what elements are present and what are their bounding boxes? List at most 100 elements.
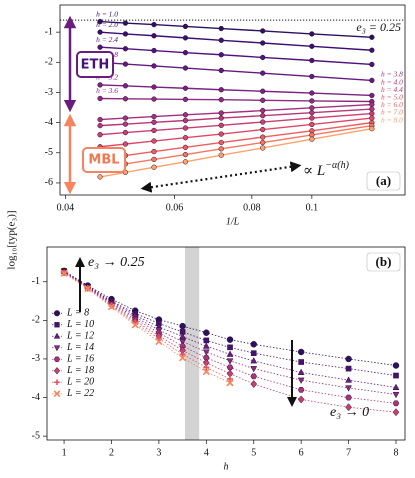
data-point [309,110,315,116]
panel-label-box [366,252,401,272]
x-tick-label: 1 [62,447,67,458]
series-label: h = 6.0 [381,100,403,109]
data-point [345,355,352,363]
x-axis-label: 1/L [226,216,240,227]
y-tick-label: -2 [32,315,40,326]
legend-label: L = 22 [66,388,94,399]
y-tick-label: -2 [45,57,53,68]
data-point [260,70,266,76]
series-line [100,31,372,51]
data-point [260,113,266,119]
data-point [227,344,233,351]
data-point [182,23,189,30]
data-point [218,25,224,32]
series-line [99,124,372,169]
data-point [179,351,186,358]
series-line [63,271,397,395]
data-point [260,88,266,94]
x-tick-label: 6 [299,447,304,458]
data-point [151,119,157,125]
series-line [63,272,397,413]
x-tick-label: 0.1 [306,202,319,213]
data-point [179,322,186,330]
x-tick-label: 0.06 [166,202,184,213]
data-point [260,126,266,133]
data-point [151,148,157,155]
series-line [63,272,231,380]
y-tick-label: -3 [32,353,40,364]
x-axis-label: h [224,461,229,472]
data-point [369,101,375,108]
series-line [63,270,397,388]
legend: L = 8L = 10L = 12L = 14L = 16L = 18L = 2… [52,308,94,399]
data-point [392,391,400,399]
data-point [122,46,129,52]
data-point [202,368,210,376]
data-point [97,44,103,50]
series-label: h = 3.6 [96,86,118,95]
data-point [182,144,189,150]
power-law-base: ∝ L [303,163,325,179]
data-point [297,368,305,375]
y-tick-label: -5 [45,147,53,158]
data-point [369,106,375,112]
legend-marker [53,332,61,339]
data-point [218,52,224,58]
data-point [179,332,187,340]
series-line [63,270,397,366]
plot-background [47,247,405,440]
y-tick-label: -4 [45,117,53,128]
series-label: h = 4.0 [381,77,403,86]
data-point [309,90,315,96]
data-point [260,119,266,125]
panel-label-box [366,171,401,191]
data-point [203,354,210,361]
series-line [63,270,397,376]
data-point [122,83,129,89]
legend-marker [53,366,61,375]
data-point [122,141,129,147]
data-point [182,151,189,158]
x-tick-label: 3 [156,447,161,458]
data-point [369,47,375,53]
series-line [100,97,372,103]
data-point [218,87,224,93]
series-line [100,20,372,38]
legend-label: L = 10 [66,319,94,330]
series-line [99,127,372,178]
data-point [97,82,103,88]
series-line [100,108,372,127]
data-point [182,135,189,141]
data-point [97,122,103,129]
data-point [122,96,129,102]
data-point [203,329,210,336]
series-line [100,84,372,97]
data-point [182,85,189,91]
eth-label: ETH [81,58,110,73]
series-line [100,103,372,121]
data-point [369,92,375,99]
data-point [297,386,305,393]
data-point [151,63,157,69]
legend-marker [53,356,61,362]
data-point [369,61,375,68]
power-law-exponent: −α(h) [325,160,349,171]
data-point [297,395,305,404]
data-point [218,37,224,43]
legend-label: L = 20 [66,377,94,388]
data-point [151,138,157,144]
data-point [309,43,315,49]
data-point [97,18,103,25]
data-point [155,338,163,346]
data-point [218,131,224,137]
legend-marker [53,310,61,317]
data-point [226,364,234,371]
highlight-span [184,247,200,440]
eth-box [76,51,114,78]
legend-marker [53,345,61,352]
data-point [297,348,305,356]
legend-label: L = 18 [66,365,94,376]
data-point [393,372,399,379]
x-tick-label: 8 [393,447,398,458]
data-point [179,354,187,362]
